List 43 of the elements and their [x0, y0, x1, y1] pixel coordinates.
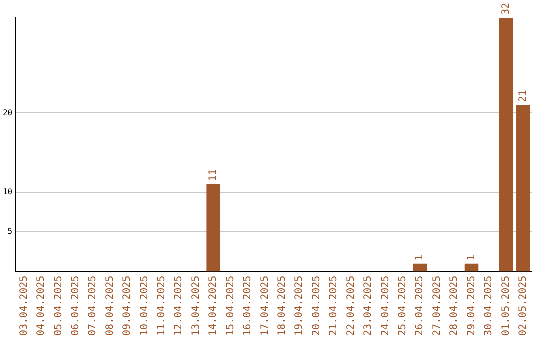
x-tick-label: 03.04.2025	[18, 276, 30, 336]
bar	[464, 264, 479, 272]
x-tick-label: 16.04.2025	[242, 276, 254, 336]
x-tick-label: 27.04.2025	[432, 276, 443, 336]
x-tick-label: 01.05.2025	[500, 276, 512, 336]
x-tick-label: 26.04.2025	[414, 276, 426, 336]
x-tick-label: 08.04.2025	[104, 276, 116, 336]
x-tick-label: 14.04.2025	[208, 276, 220, 336]
y-tick-label: 10	[2, 188, 13, 197]
y-tick-label: 20	[2, 108, 13, 118]
x-tick-label: 30.04.2025	[484, 276, 495, 336]
data-label: 1	[414, 254, 426, 261]
x-tick-label: 06.04.2025	[70, 276, 82, 336]
data-label: 11	[208, 170, 220, 182]
data-label: 1	[466, 254, 478, 261]
x-tick-label: 23.04.2025	[363, 276, 374, 336]
x-tick-label: 04.04.2025	[36, 276, 48, 336]
x-tick-label: 29.04.2025	[466, 276, 478, 336]
x-tick-label: 19.04.2025	[294, 276, 306, 336]
x-tick-label: 22.04.2025	[346, 276, 357, 336]
x-tick-label: 21.04.2025	[328, 276, 340, 336]
bar	[206, 184, 220, 272]
y-tick-label: 5	[8, 227, 13, 236]
data-label: 32	[500, 2, 512, 15]
x-tick-label: 07.04.2025	[88, 276, 99, 336]
x-tick-label: 20.04.2025	[311, 276, 322, 336]
x-tick-label: 24.04.2025	[380, 276, 392, 336]
x-tick-label: 13.04.2025	[190, 276, 202, 336]
bar	[413, 264, 428, 272]
x-tick-label: 15.04.2025	[225, 276, 236, 336]
x-tick-label: 02.05.2025	[518, 276, 529, 336]
x-tick-label: 17.04.2025	[260, 276, 271, 336]
bar	[499, 18, 514, 272]
x-tick-label: 05.04.2025	[53, 276, 64, 336]
x-tick-label: 28.04.2025	[449, 276, 460, 336]
data-label: 21	[518, 90, 529, 102]
x-tick-label: 12.04.2025	[174, 276, 185, 336]
x-tick-label: 10.04.2025	[139, 276, 150, 336]
bar	[516, 105, 530, 272]
x-tick-label: 09.04.2025	[122, 276, 134, 336]
x-tick-label: 25.04.2025	[398, 276, 408, 336]
x-tick-label: 11.04.2025	[156, 276, 168, 336]
x-tick-label: 18.04.2025	[277, 276, 288, 336]
